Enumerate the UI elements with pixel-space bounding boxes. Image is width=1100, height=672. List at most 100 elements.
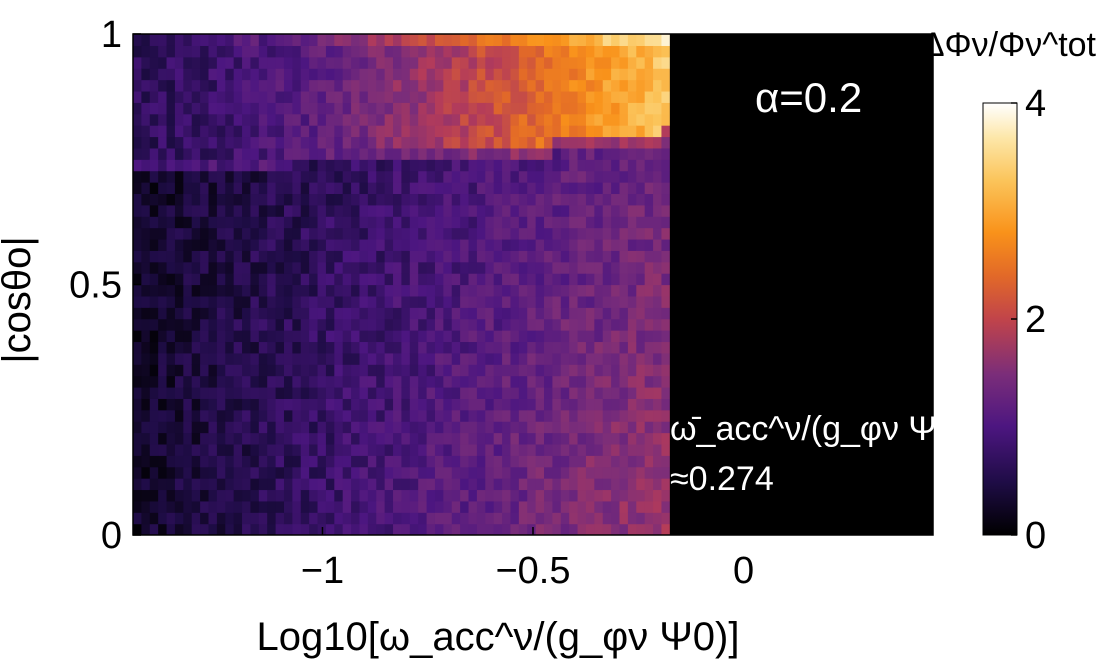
heatmap-cell <box>309 375 319 388</box>
heatmap-cell <box>149 273 159 286</box>
heatmap-cell <box>619 284 629 297</box>
heatmap-cell <box>560 204 570 217</box>
heatmap-cell <box>485 136 495 149</box>
heatmap-cell <box>418 182 428 195</box>
heatmap-cell <box>174 238 184 251</box>
heatmap-cell <box>292 500 302 513</box>
heatmap-cell <box>518 489 528 502</box>
heatmap-cell <box>351 125 361 138</box>
heatmap-cell <box>585 318 595 331</box>
heatmap-cell <box>133 273 142 286</box>
heatmap-cell <box>594 90 604 103</box>
heatmap-cell <box>493 261 503 274</box>
heatmap-cell <box>216 512 226 525</box>
heatmap-cell <box>560 284 570 297</box>
heatmap-cell <box>250 523 260 535</box>
heatmap-cell <box>577 261 587 274</box>
heatmap-cell <box>133 455 142 468</box>
heatmap-cell <box>552 204 562 217</box>
heatmap-cell <box>518 261 528 274</box>
heatmap-cell <box>602 216 612 229</box>
heatmap-cell <box>468 216 478 229</box>
heatmap-cell <box>560 307 570 320</box>
heatmap-cell <box>191 295 201 308</box>
heatmap-cell <box>325 386 335 399</box>
heatmap-cell <box>300 307 310 320</box>
heatmap-cell <box>393 523 403 535</box>
heatmap-cell <box>502 443 512 456</box>
heatmap-cell <box>544 216 554 229</box>
heatmap-cell <box>434 295 444 308</box>
heatmap-cell <box>200 56 210 69</box>
heatmap-cell <box>577 227 587 240</box>
heatmap-cell <box>426 523 436 535</box>
heatmap-cell <box>317 455 327 468</box>
heatmap-cell <box>275 443 285 456</box>
heatmap-cell <box>334 455 344 468</box>
heatmap-cell <box>393 295 403 308</box>
heatmap-cell <box>166 523 176 535</box>
heatmap-cell <box>661 500 671 513</box>
heatmap-cell <box>183 193 193 206</box>
heatmap-cell <box>275 523 285 535</box>
heatmap-cell <box>149 204 159 217</box>
heatmap-cell <box>636 45 646 58</box>
heatmap-cell <box>569 284 579 297</box>
heatmap-cell <box>619 466 629 479</box>
heatmap-cell <box>502 398 512 411</box>
heatmap-cell <box>619 421 629 434</box>
heatmap-cell <box>283 330 293 343</box>
heatmap-cell <box>644 455 654 468</box>
heatmap-cell <box>309 170 319 183</box>
heatmap-cell <box>569 364 579 377</box>
heatmap-cell <box>468 489 478 502</box>
heatmap-cell <box>493 250 503 263</box>
heatmap-cell <box>451 136 461 149</box>
heatmap-cell <box>359 512 369 525</box>
heatmap-cell <box>644 500 654 513</box>
heatmap-cell <box>258 90 268 103</box>
heatmap-cell <box>283 204 293 217</box>
heatmap-cell <box>242 421 252 434</box>
heatmap-cell <box>351 90 361 103</box>
heatmap-cell <box>619 79 629 92</box>
heatmap-cell <box>174 341 184 354</box>
heatmap-cell <box>636 341 646 354</box>
heatmap-cell <box>158 45 168 58</box>
heatmap-cell <box>216 500 226 513</box>
heatmap-cell <box>535 478 545 491</box>
heatmap-cell <box>183 318 193 331</box>
heatmap-cell <box>510 170 520 183</box>
heatmap-cell <box>409 409 419 422</box>
heatmap-cell <box>174 386 184 399</box>
heatmap-cell <box>636 295 646 308</box>
heatmap-cell <box>552 136 562 149</box>
heatmap-cell <box>611 284 621 297</box>
heatmap-cell <box>502 238 512 251</box>
heatmap-cell <box>275 318 285 331</box>
heatmap-cell <box>359 455 369 468</box>
heatmap-cell <box>309 68 319 81</box>
heatmap-cell <box>233 147 243 160</box>
heatmap-cell <box>611 68 621 81</box>
heatmap-cell <box>275 204 285 217</box>
heatmap-cell <box>359 261 369 274</box>
heatmap-cell <box>393 250 403 263</box>
heatmap-cell <box>451 170 461 183</box>
heatmap-cell <box>250 512 260 525</box>
heatmap-cell <box>468 330 478 343</box>
heatmap-cell <box>133 182 142 195</box>
heatmap-cell <box>351 56 361 69</box>
colorbar-tick-label: 4 <box>1025 83 1046 125</box>
heatmap-cell <box>334 238 344 251</box>
heatmap-cell <box>309 330 319 343</box>
heatmap-cell <box>325 216 335 229</box>
heatmap-cell <box>133 489 142 502</box>
heatmap-cell <box>275 273 285 286</box>
heatmap-cell <box>409 34 419 46</box>
heatmap-cell <box>292 432 302 445</box>
heatmap-cell <box>544 159 554 172</box>
heatmap-cell <box>594 250 604 263</box>
heatmap-cell <box>577 238 587 251</box>
